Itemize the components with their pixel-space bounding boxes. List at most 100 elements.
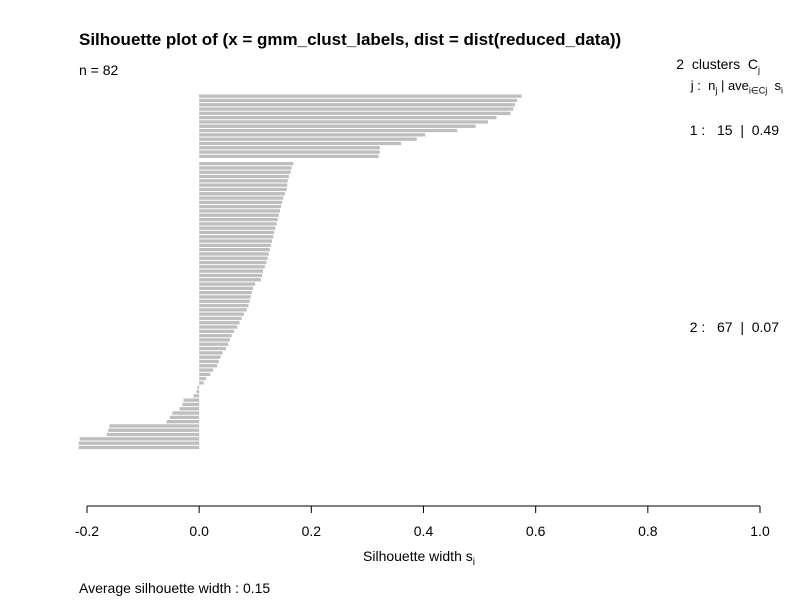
silhouette-bar — [199, 133, 426, 137]
silhouette-bar — [199, 308, 247, 312]
silhouette-bar — [199, 98, 518, 103]
silhouette-bar — [199, 359, 219, 364]
x-tick-label: 0.8 — [638, 523, 658, 539]
silhouette-bar — [199, 334, 232, 338]
legend-clusters-symbol-sub: j — [758, 64, 760, 75]
silhouette-bar — [199, 381, 204, 385]
silhouette-bar — [197, 385, 200, 389]
x-tick-label: 0.2 — [302, 523, 322, 539]
silhouette-bar — [199, 128, 458, 133]
x-tick-label: -0.2 — [75, 523, 99, 539]
silhouette-bar — [199, 222, 277, 226]
silhouette-bar — [199, 260, 267, 265]
silhouette-bar — [199, 256, 268, 260]
silhouette-bar — [199, 377, 206, 381]
legend-header-sep: | — [720, 78, 725, 93]
silhouette-bar — [199, 217, 278, 222]
silhouette-bar — [199, 252, 269, 256]
silhouette-bar — [199, 316, 242, 321]
silhouette-bar — [199, 174, 289, 179]
legend-clusters-word: clusters — [691, 56, 741, 72]
legend-column-header: j : nj | avei∈Cj si — [691, 78, 783, 97]
legend-header-s: s — [774, 78, 782, 93]
silhouette-bar — [199, 338, 231, 342]
silhouette-bar — [199, 346, 227, 351]
silhouette-bar — [199, 230, 275, 235]
legend-header-n: n — [708, 78, 716, 93]
silhouette-bar — [199, 179, 288, 183]
legend-clusters-header: 2 clusters Cj — [676, 55, 760, 76]
silhouette-bar — [183, 398, 200, 402]
silhouette-bar — [78, 445, 200, 450]
silhouette-bar — [199, 120, 488, 124]
silhouette-bar — [172, 411, 200, 415]
silhouette-bar — [199, 205, 282, 209]
silhouette-bar — [182, 402, 200, 407]
silhouette-bar — [199, 299, 250, 303]
silhouette-bar — [199, 295, 251, 299]
x-axis: -0.2 0.0 0.2 0.4 0.6 0.8 1.0 — [75, 505, 770, 539]
silhouette-bar — [199, 183, 288, 187]
silhouette-bar — [79, 437, 200, 441]
silhouette-bar — [199, 213, 279, 217]
x-tick-label: 0.4 — [414, 523, 434, 539]
legend-header-j: j : — [690, 78, 701, 93]
silhouette-bar — [199, 329, 234, 333]
silhouette-bar — [199, 265, 265, 269]
silhouette-bar — [199, 226, 276, 230]
silhouette-bar — [193, 394, 200, 398]
legend-header-s-sub: i — [781, 85, 783, 96]
silhouette-bar — [199, 243, 271, 247]
silhouette-bar — [199, 269, 264, 273]
silhouette-bar — [199, 141, 402, 146]
silhouette-bar — [179, 407, 200, 411]
average-silhouette-width: Average silhouette width : 0.15 — [79, 580, 271, 596]
cluster-1-summary: 1 : 15 | 0.49 — [689, 122, 779, 138]
legend-clusters-symbol: C — [747, 56, 758, 72]
chart-title: Silhouette plot of (x = gmm_clust_labels… — [79, 30, 622, 49]
silhouette-bar — [199, 273, 262, 278]
silhouette-bar — [199, 209, 280, 213]
silhouette-bar — [199, 303, 249, 308]
silhouette-bar — [199, 107, 514, 111]
x-axis-label-text: Silhouette width s — [363, 548, 473, 564]
silhouette-bar — [199, 312, 245, 316]
x-axis-label-sub: i — [473, 557, 475, 568]
silhouette-bar — [199, 170, 291, 174]
silhouette-bar — [108, 428, 200, 432]
silhouette-bar — [199, 154, 379, 158]
silhouette-bar — [166, 420, 200, 424]
silhouette-bar — [199, 364, 218, 368]
silhouette-bar — [199, 239, 273, 243]
silhouette-bar — [199, 137, 417, 141]
silhouette-bar — [199, 150, 380, 154]
silhouette-bar — [199, 94, 522, 98]
silhouette-bar — [199, 282, 256, 286]
legend-header-ave: ave — [727, 78, 749, 93]
legend-header-n-sub: j — [715, 85, 718, 96]
silhouette-bar — [199, 187, 287, 192]
silhouette-bar — [199, 351, 223, 355]
x-tick-label: 0.6 — [526, 523, 546, 539]
silhouette-bar — [199, 116, 497, 120]
silhouette-bar — [199, 111, 511, 115]
silhouette-bar — [199, 248, 270, 252]
silhouette-bar — [196, 389, 200, 394]
silhouette-bar — [199, 286, 254, 290]
silhouette-bar — [199, 321, 240, 325]
silhouette-bar — [199, 166, 292, 170]
n-label: n = 82 — [79, 62, 119, 78]
silhouette-bar — [199, 355, 221, 359]
silhouette-bar — [199, 103, 515, 107]
silhouette-bar — [106, 432, 200, 437]
silhouette-bar — [199, 146, 380, 150]
silhouette-bar — [199, 372, 211, 376]
x-axis-label: Silhouette width si — [363, 548, 475, 568]
silhouette-bar — [199, 291, 252, 295]
silhouette-bar — [199, 200, 283, 204]
silhouette-bar — [78, 441, 200, 445]
cluster-2-summary: 2 : 67 | 0.07 — [689, 319, 779, 335]
silhouette-bar — [199, 162, 294, 166]
silhouette-bar — [199, 235, 274, 239]
